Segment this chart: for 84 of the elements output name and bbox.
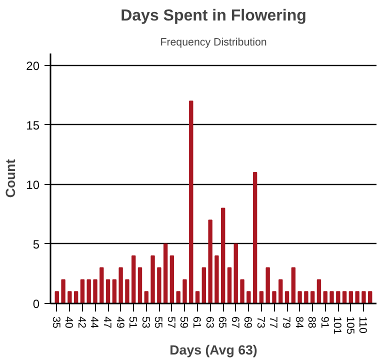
bar [266,267,270,304]
bar [227,267,232,304]
x-tick-label: 73 [254,316,266,328]
bar [74,291,78,304]
bar [195,291,200,304]
bar [176,291,180,304]
x-tick-label: 77 [267,316,280,328]
bar [336,291,340,304]
bar [86,279,91,304]
bar [284,291,290,304]
x-tick-label: 42 [75,316,88,328]
x-tick-label: 84 [292,316,305,328]
bar [125,279,130,304]
bar [330,291,334,304]
x-tick-label: 57 [164,316,177,328]
x-tick-label: 67 [228,316,241,328]
x-tick-label: 63 [203,316,216,328]
bar [323,291,328,304]
bar [291,267,296,304]
x-tick-label: 35 [50,316,62,328]
bar [106,279,110,304]
bar [362,291,366,304]
y-tick-label: 15 [26,118,40,132]
bar [220,208,226,304]
bar [348,291,354,304]
bar [68,291,72,304]
bar [202,267,206,304]
x-tick-label: 61 [190,316,203,328]
x-tick-label: 65 [216,316,228,328]
x-tick-label: 69 [242,316,254,328]
bar [144,291,148,304]
bar [80,279,85,304]
y-axis-title: Count [3,158,18,198]
bar [61,279,66,304]
bar [278,279,283,304]
bar [355,291,360,304]
bar [93,279,98,304]
bar [272,291,276,304]
x-axis-title: Days (Avg 63) [170,342,258,358]
x-tick-label: 55 [152,316,164,328]
chart-subtitle: Frequency Distribution [160,36,267,48]
bar [132,255,136,304]
x-tick-label: 51 [126,316,139,328]
bar [368,291,372,304]
bar [246,291,251,304]
x-tick-label: 101 [331,316,344,334]
x-tick-label: 49 [114,316,126,328]
y-tick-label: 5 [32,237,40,252]
bar [298,291,302,304]
bar [182,279,187,304]
bar [54,291,59,304]
x-tick-label: 44 [88,316,100,328]
x-tick-label: 53 [139,316,152,328]
bar [259,291,264,304]
x-tick-label: 59 [178,316,190,328]
bar [252,172,258,304]
y-tick-label: 0 [32,297,40,311]
x-tick-label: 105 [344,316,356,334]
bar [342,291,347,304]
bar [138,267,142,304]
y-tick-label: 10 [26,178,40,192]
x-tick-label: 79 [280,316,292,328]
bar [310,291,315,304]
bar [112,279,117,304]
bar [150,255,155,304]
bar [240,279,244,304]
x-tick-label: 88 [306,316,318,328]
bar [118,267,123,304]
y-tick-label: 20 [26,58,40,73]
bar [170,255,174,304]
x-tick-label: 40 [62,316,75,328]
bar [100,267,104,304]
bar [163,243,168,304]
bar [189,100,194,304]
bar [304,291,308,304]
bar [208,220,212,304]
bar [316,279,322,304]
bar [157,267,162,304]
bar [214,255,219,304]
x-tick-label: 47 [101,316,114,328]
bar [234,243,238,304]
chart-title: Days Spent in Flowering [120,8,306,24]
x-tick-label: 110 [356,316,369,334]
x-tick-label: 91 [318,316,330,328]
